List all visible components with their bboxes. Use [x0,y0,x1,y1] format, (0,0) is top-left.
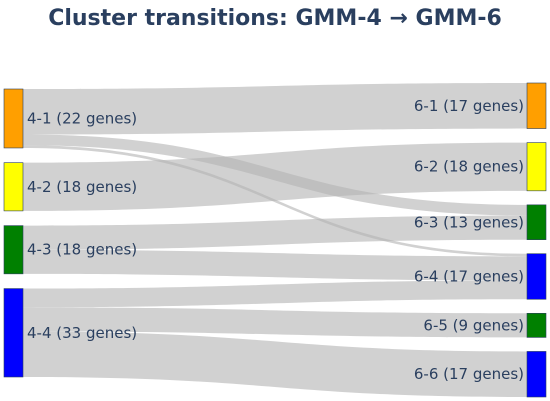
node-label-4-3: 4-3 (18 genes) [27,241,137,259]
node-6-1 [526,82,547,129]
node-6-4 [526,253,547,300]
nodes-layer [3,82,547,398]
link-4-1-to-6-1 [23,83,527,135]
chart-title: Cluster transitions: GMM-4 → GMM-6 [48,6,502,31]
node-label-6-3: 6-3 (13 genes) [414,213,524,231]
link-4-4-to-6-4 [23,280,527,308]
node-label-4-2: 4-2 (18 genes) [27,178,137,196]
node-label-6-6: 6-6 (17 genes) [414,365,524,383]
node-4-2 [3,162,24,212]
node-4-3 [3,225,24,275]
link-4-4-to-6-6 [23,331,527,397]
node-label-6-5: 6-5 (9 genes) [423,316,524,334]
node-label-6-1: 6-1 (17 genes) [414,97,524,115]
link-4-3-to-6-3 [23,215,527,250]
link-4-4-to-6-5 [23,307,527,338]
node-6-5 [526,312,547,338]
node-6-3 [526,204,547,240]
node-label-4-1: 4-1 (22 genes) [27,109,137,127]
labels-layer: 4-1 (22 genes) 4-2 (18 genes) 4-3 (18 gene… [27,97,524,383]
node-6-6 [526,351,547,398]
node-label-4-4: 4-4 (33 genes) [27,324,137,342]
node-label-6-2: 6-2 (18 genes) [414,158,524,176]
node-4-1 [3,88,24,149]
link-4-3-to-6-4 [23,249,527,281]
links-layer [23,83,527,397]
node-6-2 [526,142,547,192]
node-4-4 [3,288,24,378]
link-4-2-to-6-2 [23,142,527,211]
node-label-6-4: 6-4 (17 genes) [414,267,524,285]
